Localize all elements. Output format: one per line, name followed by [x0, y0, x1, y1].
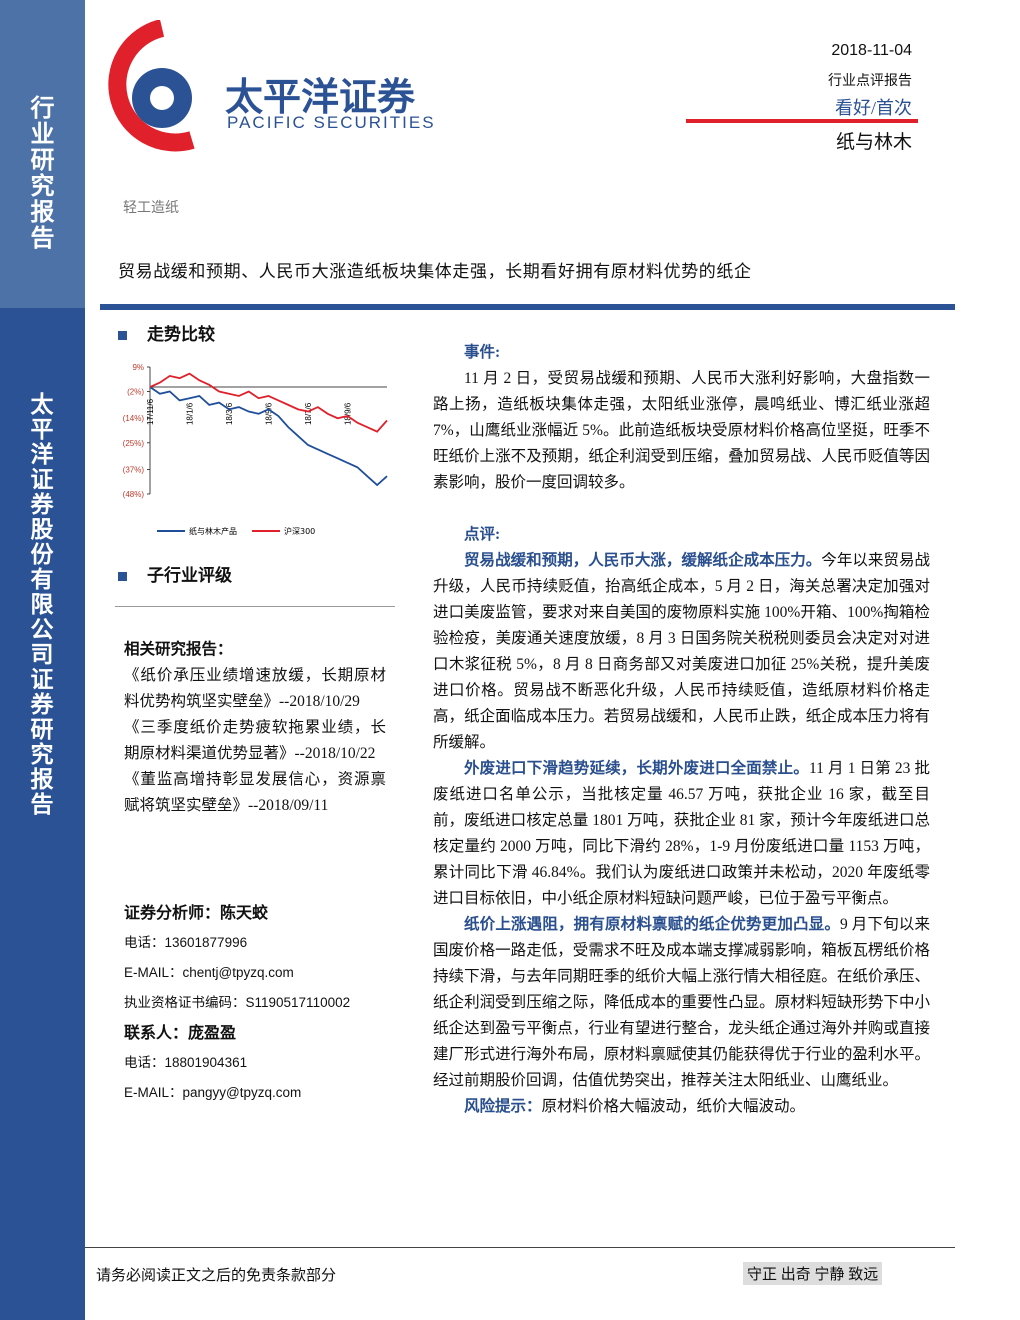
y-tick-label: (14%): [123, 414, 145, 423]
section-rating: 子行业评级: [118, 561, 232, 586]
date: 2018-11-04: [831, 42, 912, 59]
comment-text: 11 月 1 日第 23 批废纸进口名单公示，当批核定量 46.57 万吨，获批…: [433, 760, 930, 907]
sidebar-top: [0, 0, 85, 308]
comments: 贸易战缓和预期，人民币大涨，缓解纸企成本压力。今年以来贸易战升级，人民币持续贬值…: [433, 548, 930, 1120]
comment-lead: 贸易战缓和预期，人民币大涨，缓解纸企成本压力。: [464, 552, 822, 569]
comment-paragraph: 风险提示：原材料价格大幅波动，纸价大幅波动。: [433, 1094, 930, 1120]
series-line: [149, 386, 388, 487]
comment-paragraph: 外废进口下滑趋势延续，长期外废进口全面禁止。11 月 1 日第 23 批废纸进口…: [433, 756, 930, 912]
comment-lead: 外废进口下滑趋势延续，长期外废进口全面禁止。: [464, 760, 809, 777]
comment-text: 9 月下旬以来国废价格一路走低，受需求不旺及成本端支撑减弱影响，箱板瓦楞纸价格持…: [433, 916, 930, 1089]
y-tick-label: (37%): [123, 465, 145, 474]
contact: 执业资格证书编码：S1190517110002: [124, 995, 351, 1010]
company-en: PACIFIC SECURITIES: [227, 113, 436, 132]
red-rule: [686, 119, 918, 123]
x-tick-label: 18/9/6: [344, 402, 353, 425]
x-tick-label: 18/7/6: [304, 402, 313, 425]
industry: 纸与林木: [835, 132, 912, 153]
x-tick-label: 18/3/6: [225, 402, 234, 425]
legend-label: 沪深300: [284, 526, 315, 536]
comment-lead: 风险提示：: [464, 1098, 542, 1115]
contact: 电话：18801904361: [124, 1055, 248, 1070]
footer-rule: [85, 1247, 955, 1248]
comment-lead: 纸价上涨遇阻，拥有原材料禀赋的纸企优势更加凸显。: [464, 916, 841, 933]
related-item: 《三季度纸价走势疲软拖累业绩，长期原材料渠道优势显著》--2018/10/22: [124, 719, 386, 762]
report-type: 行业点评报告: [828, 74, 912, 89]
title-rule: [100, 304, 955, 310]
related-item: 《董监高增持彰显发展信心，资源禀赋将筑坚实壁垒》--2018/09/11: [124, 771, 386, 814]
contact: E-MAIL：chentj@tpyzq.com: [124, 965, 294, 980]
logo-arc: [108, 20, 195, 152]
rating: 看好/首次: [834, 98, 912, 118]
x-tick-label: 18/5/6: [265, 402, 274, 425]
sidebar-top-text: 行业研究报告: [26, 95, 52, 251]
rule: [115, 606, 395, 607]
section-rating-text: 子行业评级: [147, 566, 232, 585]
related-item: 《纸价承压业绩增速放缓，长期原材料优势构筑坚实壁垒》--2018/10/29: [124, 667, 386, 710]
company-cn: 太平洋证券: [225, 75, 416, 119]
section-trend: 走势比较: [118, 320, 215, 345]
motto: 守正 出奇 宁静 致远: [743, 1262, 883, 1285]
sidebar-bottom-text: 太平洋证券股份有限公司证券研究报告: [27, 392, 52, 817]
contacts: 证券分析师：陈天蛟电话：13601877996 E-MAIL：chentj@tpy…: [124, 898, 394, 1108]
contact: 证券分析师：陈天蛟: [124, 903, 269, 922]
comment-paragraph: 纸价上涨遇阻，拥有原材料禀赋的纸企优势更加凸显。9 月下旬以来国废价格一路走低，…: [433, 912, 930, 1094]
legend-label: 纸与林木产品: [189, 526, 237, 536]
y-tick-label: (25%): [123, 439, 145, 448]
chart: 9% (2%) (14%) (25%) (37%) (48%) 17/11/6 18/1/6 1…: [123, 363, 388, 536]
title: 贸易战缓和预期、人民币大涨造纸板块集体走强，长期看好拥有原材料优势的纸企: [118, 262, 752, 281]
y-tick-label: (48%): [123, 490, 145, 499]
x-tick-label: 17/11/6: [146, 398, 155, 425]
related: 相关研究报告： 《纸价承压业绩增速放缓，长期原材料优势构筑坚实壁垒》--2018…: [124, 637, 386, 819]
comment-paragraph: 贸易战缓和预期，人民币大涨，缓解纸企成本压力。今年以来贸易战升级，人民币持续贬值…: [433, 548, 930, 756]
contact: E-MAIL：pangyy@tpyzq.com: [124, 1085, 302, 1100]
event-text: 11 月 2 日，受贸易战缓和预期、人民币大涨利好影响，大盘指数一路上扬，造纸板…: [433, 370, 930, 491]
sidebar-bottom: [0, 308, 85, 1320]
logo-dot: [150, 86, 174, 110]
related-heading: 相关研究报告：: [124, 641, 233, 658]
disclaimer: 请务必阅读正文之后的免责条款部分: [96, 1268, 337, 1284]
category: 轻工造纸: [123, 201, 179, 216]
event-heading: 事件:: [464, 344, 501, 361]
comment-text: 原材料价格大幅波动，纸价大幅波动。: [541, 1098, 806, 1115]
y-tick-label: (2%): [127, 388, 144, 397]
main-text: 事件: 11 月 2 日，受贸易战缓和预期、人民币大涨利好影响，大盘指数一路上扬…: [433, 340, 930, 1120]
section-trend-text: 走势比较: [147, 325, 215, 344]
contact: 电话：13601877996: [124, 935, 248, 950]
x-tick-label: 18/1/6: [186, 402, 195, 425]
contact: 联系人：庞盈盈: [124, 1023, 237, 1042]
y-tick-label: 9%: [132, 363, 144, 372]
comment-text: 今年以来贸易战升级，人民币持续贬值，抬高纸企成本，5 月 2 日，海关总署决定加…: [433, 552, 930, 751]
related-list: 《纸价承压业绩增速放缓，长期原材料优势构筑坚实壁垒》--2018/10/29 《三…: [124, 663, 386, 819]
comment-heading: 点评:: [464, 526, 501, 543]
series-line: [149, 372, 388, 433]
logo: [108, 20, 195, 152]
